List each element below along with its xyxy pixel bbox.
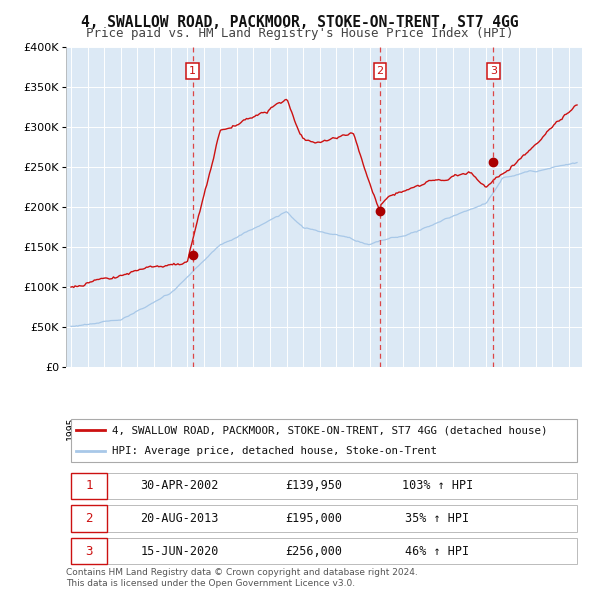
Text: £139,950: £139,950 (285, 479, 342, 492)
Text: 20-AUG-2013: 20-AUG-2013 (140, 512, 219, 525)
Text: £256,000: £256,000 (285, 545, 342, 558)
Text: 103% ↑ HPI: 103% ↑ HPI (402, 479, 473, 492)
Text: 15-JUN-2020: 15-JUN-2020 (140, 545, 219, 558)
Text: 3: 3 (85, 545, 93, 558)
FancyBboxPatch shape (71, 538, 107, 565)
Text: Price paid vs. HM Land Registry's House Price Index (HPI): Price paid vs. HM Land Registry's House … (86, 27, 514, 40)
Text: 4, SWALLOW ROAD, PACKMOOR, STOKE-ON-TRENT, ST7 4GG: 4, SWALLOW ROAD, PACKMOOR, STOKE-ON-TREN… (81, 15, 519, 30)
Text: 46% ↑ HPI: 46% ↑ HPI (406, 545, 470, 558)
Text: 3: 3 (490, 66, 497, 76)
FancyBboxPatch shape (71, 505, 577, 532)
Text: 1: 1 (189, 66, 196, 76)
FancyBboxPatch shape (71, 538, 577, 565)
Text: 1: 1 (85, 479, 93, 492)
FancyBboxPatch shape (71, 505, 107, 532)
FancyBboxPatch shape (71, 473, 577, 499)
Text: 2: 2 (377, 66, 383, 76)
Text: Contains HM Land Registry data © Crown copyright and database right 2024.: Contains HM Land Registry data © Crown c… (66, 568, 418, 577)
Text: This data is licensed under the Open Government Licence v3.0.: This data is licensed under the Open Gov… (66, 579, 355, 588)
Text: 2: 2 (85, 512, 93, 525)
FancyBboxPatch shape (71, 419, 577, 462)
Text: 35% ↑ HPI: 35% ↑ HPI (406, 512, 470, 525)
Text: 4, SWALLOW ROAD, PACKMOOR, STOKE-ON-TRENT, ST7 4GG (detached house): 4, SWALLOW ROAD, PACKMOOR, STOKE-ON-TREN… (112, 425, 548, 435)
Text: 30-APR-2002: 30-APR-2002 (140, 479, 219, 492)
FancyBboxPatch shape (71, 473, 107, 499)
Text: £195,000: £195,000 (285, 512, 342, 525)
Text: HPI: Average price, detached house, Stoke-on-Trent: HPI: Average price, detached house, Stok… (112, 445, 437, 455)
